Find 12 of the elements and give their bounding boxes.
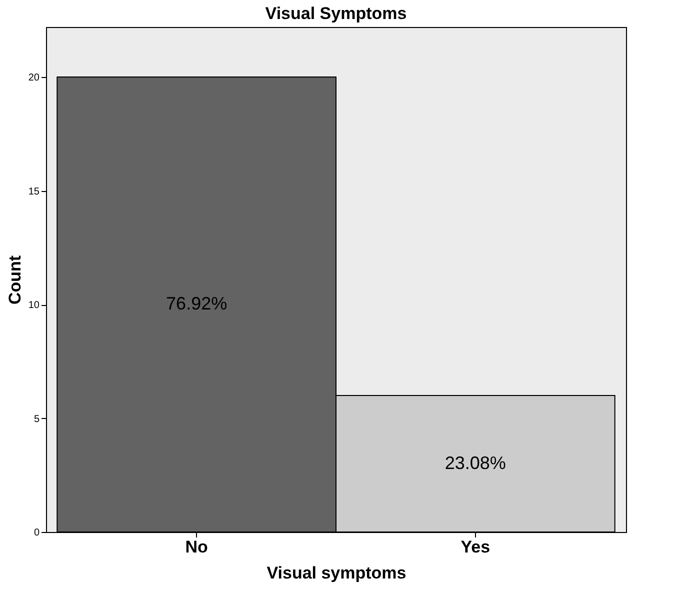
y-axis-title: Count — [5, 255, 24, 305]
y-tick-label: 15 — [28, 186, 40, 198]
x-axis-title: Visual symptoms — [266, 564, 406, 582]
y-tick-label: 10 — [28, 300, 40, 312]
y-tick-label: 20 — [28, 72, 40, 84]
y-tick-label: 5 — [34, 414, 40, 425]
annotation: 23.08% — [444, 452, 506, 473]
x-tick-label: No — [185, 538, 208, 556]
x-tick-label: Yes — [460, 538, 490, 556]
y-tick-label: 0 — [34, 528, 40, 538]
chart-title: Visual Symptoms — [265, 4, 407, 23]
annotation: 76.92% — [166, 294, 228, 314]
